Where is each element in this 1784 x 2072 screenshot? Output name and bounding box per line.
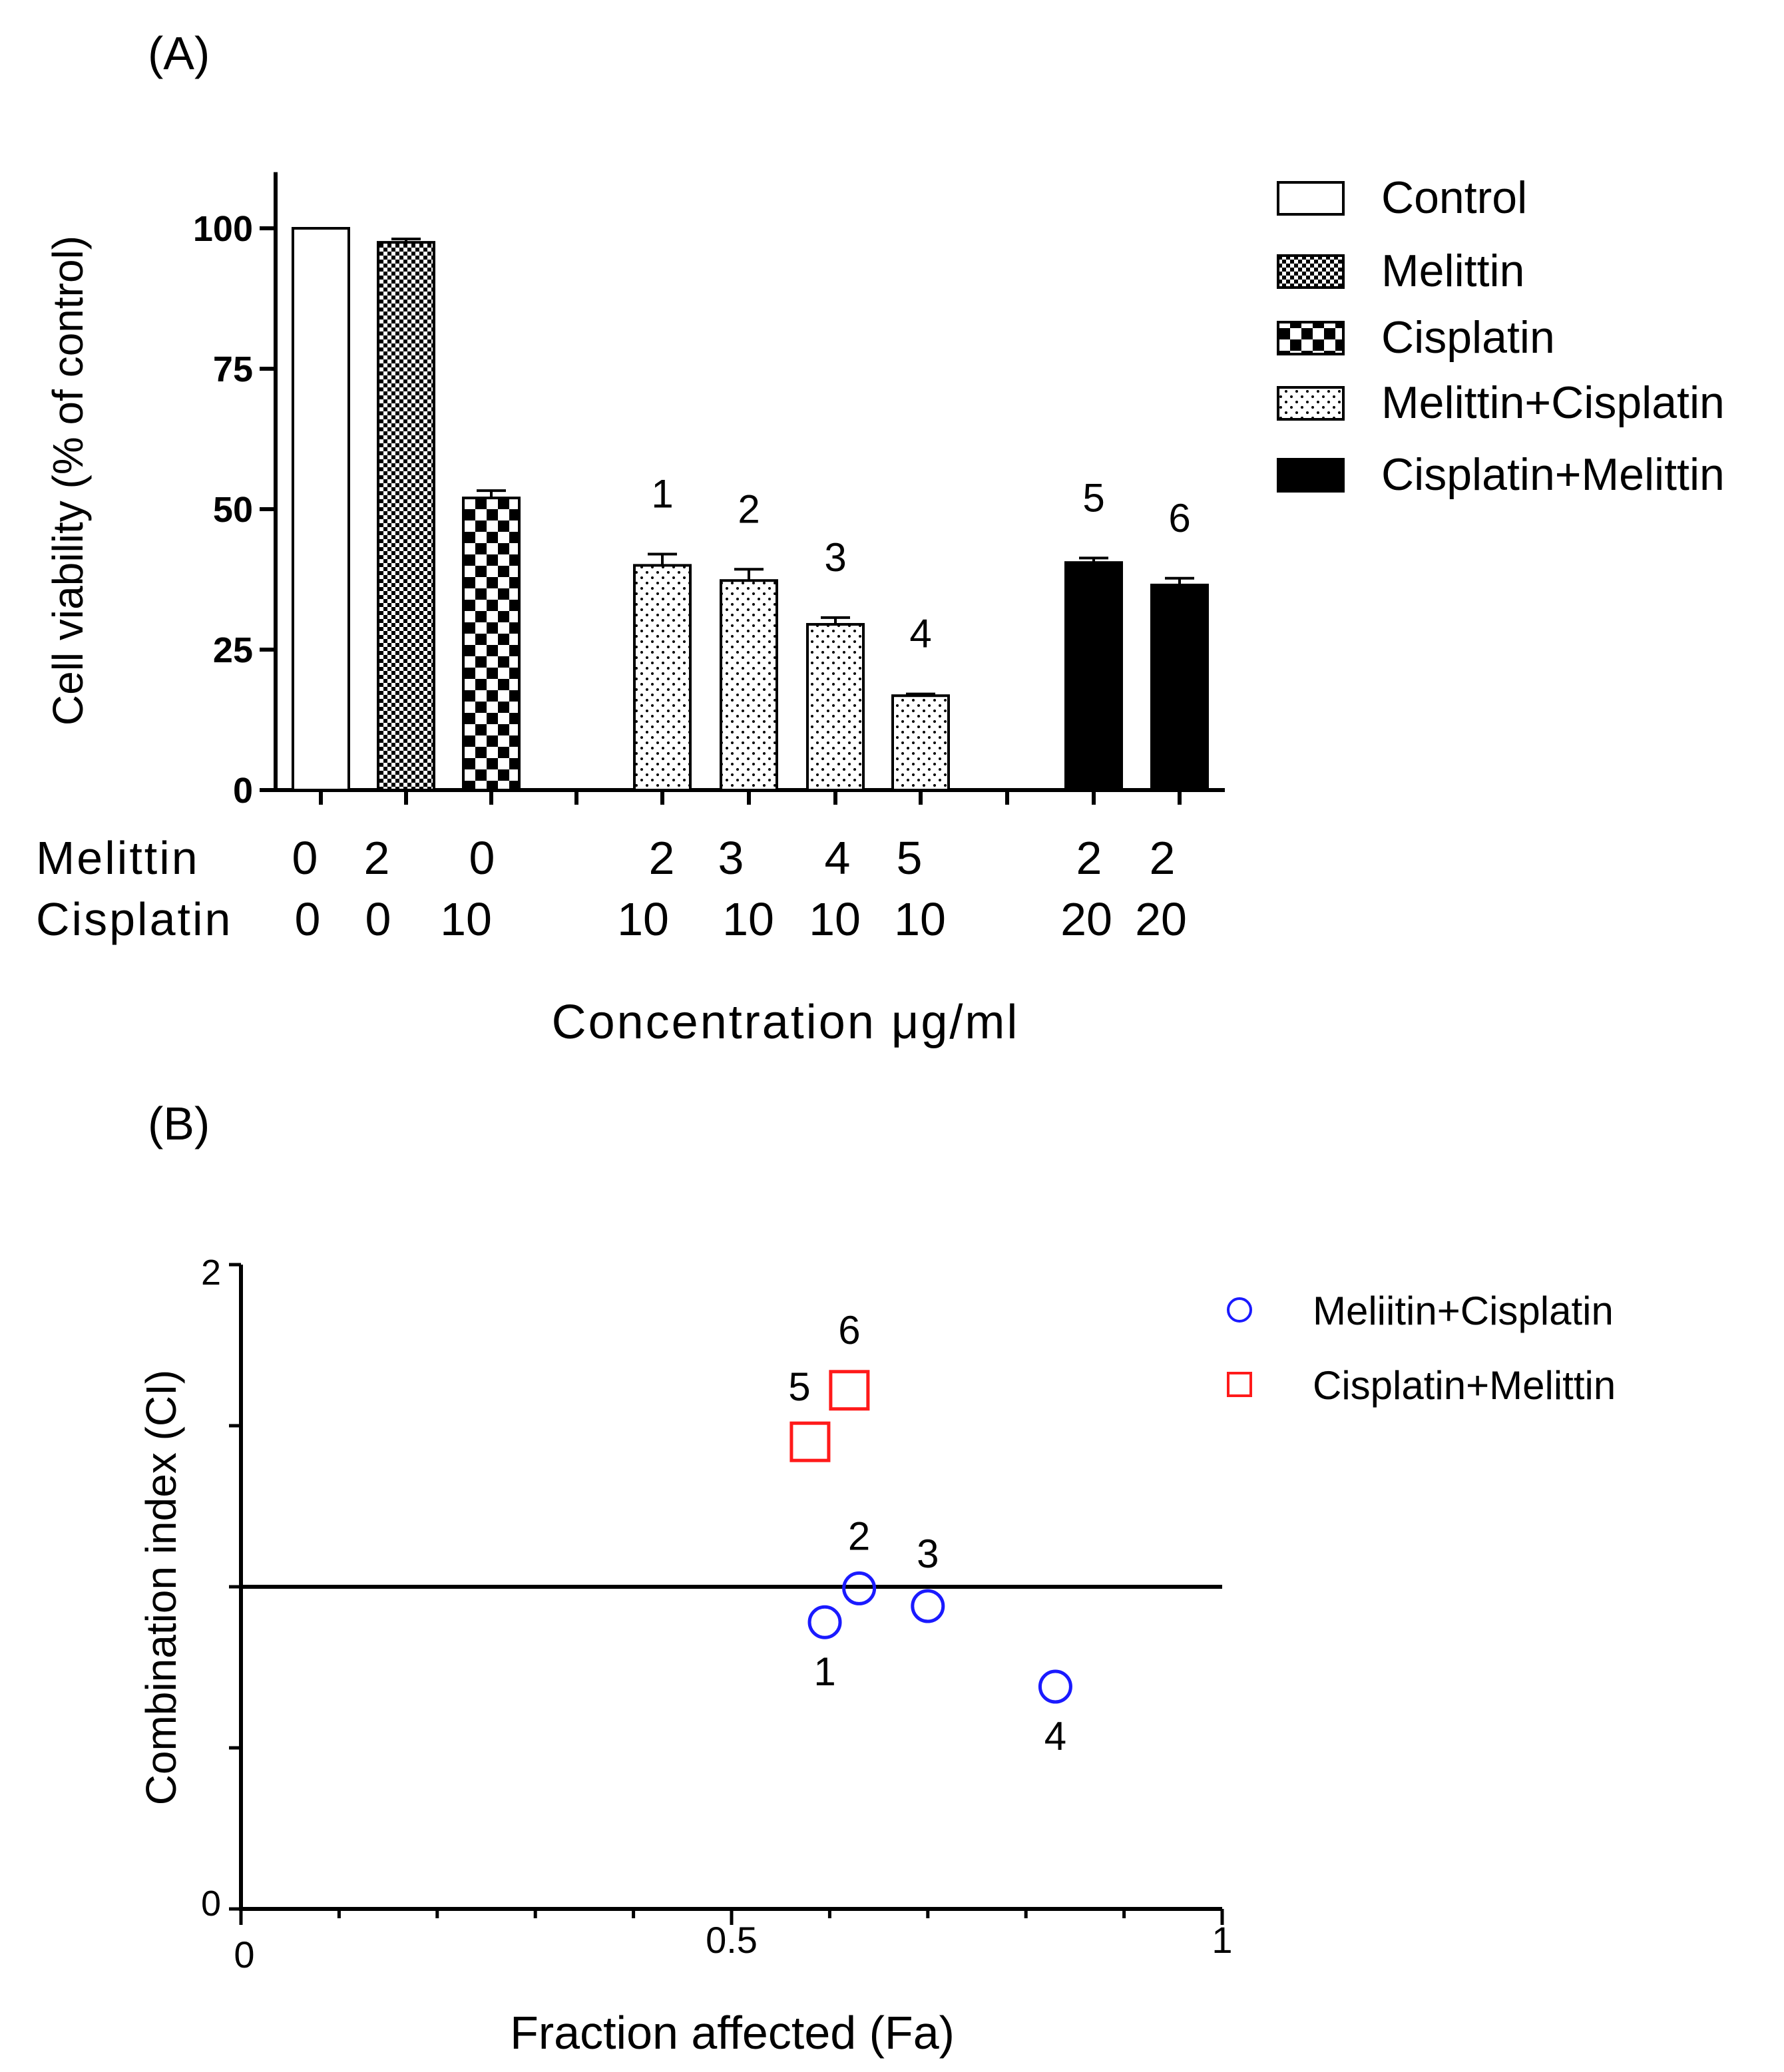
melittin-dose-label: 2: [1150, 832, 1176, 884]
cisplatin-dose-label: 0: [295, 893, 321, 945]
circle-point: [911, 1589, 945, 1623]
panel-a-y-tick-label: 100: [193, 209, 253, 249]
bar-cisplatin-melittin: [1064, 561, 1123, 791]
bar-number-label: 2: [738, 487, 760, 531]
legend-swatch: [1277, 321, 1345, 355]
bar-number-label: 3: [824, 535, 846, 580]
panel-b-points: 1 2 3 4 56: [788, 1308, 1072, 1759]
panel-a-y-tick-label: 0: [233, 771, 253, 811]
panel-b-x-tick-label: 0: [234, 1934, 254, 1975]
bar-melittin-cisplatin: [891, 694, 950, 792]
cisplatin-dose-label: 10: [440, 893, 492, 945]
melittin-dose-label: 2: [364, 832, 390, 884]
legend-label: Meliitin+Cisplatin: [1313, 1289, 1614, 1333]
cisplatin-dose-label: 10: [809, 893, 861, 945]
bar-number-label: 4: [909, 612, 931, 656]
legend-label: Cisplatin: [1381, 312, 1555, 363]
melittin-dose-label: 3: [718, 832, 744, 884]
cisplatin-dose-label: 10: [722, 893, 774, 945]
panel-a-row-label-melittin: Melittin: [36, 832, 200, 884]
cisplatin-dose-label: 20: [1135, 893, 1187, 945]
panel-a-y-tick-label: 75: [213, 349, 253, 389]
point-number-label: 3: [917, 1532, 939, 1576]
panel-b-legend: Meliitin+Cisplatin Cisplatin+Melittin: [1227, 1289, 1616, 1408]
legend-label: Melittin+Cisplatin: [1381, 377, 1725, 428]
panel-a-y-tick-label: 25: [213, 630, 253, 670]
legend-swatch: [1277, 386, 1345, 421]
legend-label: Cisplatin+Melittin: [1313, 1363, 1616, 1408]
circle-point: [1038, 1669, 1072, 1704]
melittin-dose-label: 2: [1076, 832, 1102, 884]
legend-marker: [1227, 1372, 1252, 1397]
square-point: [829, 1370, 870, 1411]
bar-control: [292, 227, 350, 791]
panel-b-xlabel: Fraction affected (Fa): [510, 2007, 955, 2059]
panel-b-x-tick-label: 0.5: [706, 1919, 758, 1961]
melittin-dose-label: 0: [469, 832, 495, 884]
panel-b-ylabel: Combination index (CI): [137, 1370, 185, 1806]
melittin-dose-label: 5: [897, 832, 923, 884]
bar-melittin: [377, 241, 435, 792]
panel-a-xlabel: Concentration μg/ml: [552, 996, 1020, 1049]
legend-swatch: [1277, 254, 1345, 289]
square-point: [789, 1421, 831, 1462]
bar-cisplatin-melittin: [1150, 583, 1209, 791]
cisplatin-dose-label: 0: [365, 893, 391, 945]
point-number-label: 4: [1044, 1714, 1066, 1759]
melittin-dose-label: 0: [292, 832, 318, 884]
legend-swatch: [1277, 458, 1345, 493]
point-number-label: 6: [838, 1308, 860, 1352]
melittin-dose-label: 4: [825, 832, 851, 884]
panel-a-tag: (A): [148, 27, 210, 79]
point-number-label: 5: [788, 1364, 810, 1409]
cisplatin-dose-label: 10: [617, 893, 669, 945]
point-number-label: 2: [848, 1514, 870, 1558]
legend-label: Control: [1381, 172, 1527, 223]
panel-a-y-tick-label: 50: [213, 490, 253, 530]
melittin-dose-label: 2: [649, 832, 675, 884]
panel-a-legend: Control Melittin Cisplatin Melittin+Cisplat…: [1277, 172, 1725, 500]
cisplatin-dose-label: 10: [894, 893, 946, 945]
bar-number-label: 6: [1168, 496, 1190, 540]
bar-number-label: 5: [1082, 475, 1104, 520]
panel-b-axes: 0 2 0 0.5 1: [201, 1253, 1233, 1975]
legend-marker: [1227, 1297, 1252, 1323]
panel-a-ylabel: Cell viability (% of control): [44, 236, 92, 725]
legend-swatch: [1277, 181, 1345, 216]
panel-b-x-tick-label: 1: [1212, 1919, 1232, 1961]
legend-label: Cisplatin+Melittin: [1381, 449, 1725, 500]
bar-number-label: 1: [651, 472, 673, 517]
panel-b: (B) 0 2 0 0.5 1 1 2 3 4 56 Meliitin+Cisplatin Cis…: [137, 1098, 1616, 2059]
panel-b-y-tick-label: 0: [201, 1884, 221, 1924]
circle-point: [842, 1571, 877, 1605]
point-number-label: 1: [813, 1649, 835, 1694]
panel-b-y-tick-label: 2: [201, 1253, 221, 1293]
bar-melittin-cisplatin: [720, 579, 778, 791]
legend-label: Melittin: [1381, 246, 1524, 296]
bar-melittin-cisplatin: [806, 623, 865, 792]
circle-point: [807, 1605, 842, 1639]
panel-a-row-label-cisplatin: Cisplatin: [36, 893, 232, 945]
bar-cisplatin: [462, 497, 521, 791]
bar-melittin-cisplatin: [633, 564, 692, 792]
cisplatin-dose-label: 20: [1060, 893, 1112, 945]
panel-b-tag: (B): [148, 1098, 210, 1149]
